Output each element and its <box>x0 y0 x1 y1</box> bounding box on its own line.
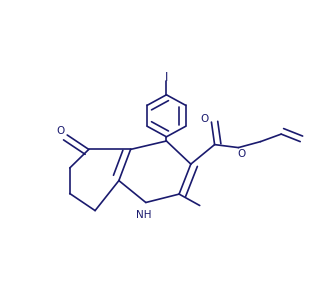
Text: I: I <box>165 71 168 84</box>
Text: O: O <box>200 114 209 124</box>
Text: NH: NH <box>137 209 152 220</box>
Text: O: O <box>57 126 65 136</box>
Text: O: O <box>237 148 246 159</box>
